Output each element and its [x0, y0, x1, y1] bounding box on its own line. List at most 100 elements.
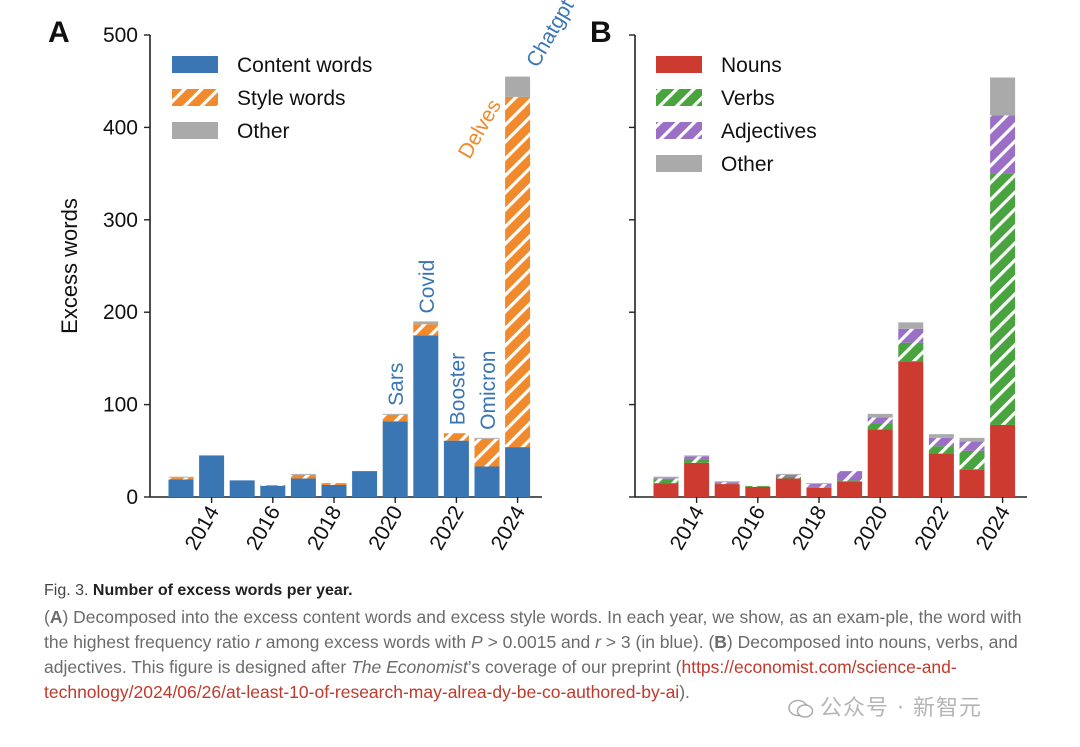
panel-b-bar-2015-nouns [714, 484, 740, 497]
panel-a-bar-2018-style-words [321, 483, 347, 485]
panel-b-x-tick-label: 2020 [849, 502, 892, 554]
panel-b-bar-2017-adjectives [775, 474, 801, 477]
panel-b-bar-2014-other [684, 455, 710, 457]
caption-paren: ( [44, 607, 50, 627]
panel-b-bar-2024-adjectives [990, 115, 1016, 174]
panel-b-bar-2017-verbs [775, 476, 801, 479]
caption-url-link[interactable]: https://economist.com/science-and-techno… [44, 657, 957, 702]
panel-b-legend-swatch-adjectives [656, 122, 702, 139]
panel-b-legend-label-verbs: Verbs [721, 87, 775, 110]
watermark-text: 公众号 · 新智元 [820, 696, 982, 721]
panel-a-x-tick-label: 2022 [425, 502, 468, 554]
panel-a-bar-2024-content-words [505, 447, 531, 497]
panel-b-bar-2018-other [806, 483, 832, 485]
wechat-icon [788, 699, 814, 718]
panel-b-bar-2022-verbs [928, 446, 954, 454]
caption-economist: The Economist [351, 657, 468, 677]
panel-b-bar-2021-nouns [898, 361, 924, 497]
panel-b-bar-2021-other [898, 322, 924, 329]
panel-a-x-tick-label: 2014 [181, 502, 224, 554]
panel-a-bar-2013-style-words [168, 477, 194, 480]
panel-b-bar-2016-verbs [745, 485, 771, 487]
panel-a-bar-2024-other [505, 76, 531, 97]
panel-b-bar-2021-adjectives [898, 328, 924, 343]
figure-canvas: A 0 100 200 300 400 500 Excess words 2014 2016 201… [48, 0, 1027, 554]
panel-a-bar-2019-content-words [352, 471, 378, 497]
panel-a-bar-2021-style-words [413, 324, 439, 336]
panel-a-bar-2017-other [290, 473, 316, 475]
panel-b-bar-2020-nouns [867, 429, 893, 497]
panel-b-bar-2024-other [990, 77, 1016, 116]
panel-b-bar-2020-adjectives [867, 417, 893, 424]
panel-a-y-tick-label: 500 [103, 24, 138, 47]
panel-a-legend-label-style-words: Style words [237, 87, 346, 110]
panel-b-bar-2023-verbs [959, 450, 985, 470]
panel-a-bar-2020-content-words [382, 421, 408, 497]
panel-a-bar-2013-content-words [168, 479, 194, 497]
panel-b-bar-2022-nouns [928, 453, 954, 497]
panel-b-bar-2013-other [653, 476, 679, 479]
panel-a-bar-2016-content-words [260, 485, 286, 497]
panel-a-bar-2013-other [168, 476, 194, 478]
panel-b-bar-2024-nouns [990, 424, 1016, 497]
panel-a-annotation-delves: Delves [454, 96, 506, 163]
panel-a-label: A [48, 16, 70, 49]
panel-a-annotation-sars: Sars [385, 363, 408, 406]
panel-a-bar-2023-style-words [474, 438, 500, 467]
caption-r-symbol: r [255, 632, 261, 652]
panel-a-x-tick-label: 2020 [364, 502, 407, 554]
panel-b-legend-label-other: Other [721, 153, 774, 176]
panel-b-legend-label-nouns: Nouns [721, 54, 782, 77]
panel-b-bar-2019-nouns [837, 481, 863, 497]
panel-a-y-tick-label: 300 [103, 209, 138, 232]
panel-a-legend-swatch-other [172, 122, 218, 139]
caption-text-a: ) Decomposed into the excess content wor… [44, 607, 1022, 652]
panel-b-bar-2023-other [959, 437, 985, 442]
caption-text-a2: among excess words with [260, 632, 472, 652]
caption-panel-a-ref: A [49, 607, 63, 627]
figure-number: Fig. 3. [44, 582, 89, 599]
caption-text-end: ). [679, 682, 690, 702]
watermark: 公众号 · 新智元 [788, 690, 982, 722]
panel-b-legend-swatch-nouns [656, 56, 702, 73]
panel-a-bar-2024-style-words [505, 96, 531, 448]
panel-b-bar-2022-adjectives [928, 437, 954, 447]
panel-b-bar-2013-verbs [653, 479, 679, 484]
panel-a-bar-2022-style-words [443, 433, 469, 441]
panel-a-bar-2014-content-words [199, 455, 225, 497]
panel-a-chart: A 0 100 200 300 400 500 Excess words 2014 2016 201… [48, 0, 579, 554]
panel-a-annotation-covid: Covid [416, 260, 439, 314]
panel-a-bar-2020-style-words [382, 414, 408, 422]
panel-a-bar-2023-content-words [474, 466, 500, 497]
panel-a-y-tick-label: 200 [103, 301, 138, 324]
panel-b-bar-2014-verbs [684, 459, 710, 463]
panel-b-x-tick-label: 2024 [972, 502, 1015, 554]
panel-b-bar-2018-verbs [806, 486, 832, 488]
panel-b-chart: B 2014 2016 2018 2020 2022 2024 Nouns Verbs Adjec… [590, 16, 1027, 554]
panel-a-y-tick-label: 100 [103, 394, 138, 417]
caption-panel-b-ref: B [714, 632, 727, 652]
caption-text-b2: ’s coverage of our preprint ( [467, 657, 682, 677]
panel-a-bar-2021-content-words [413, 335, 439, 497]
panel-b-bar-2017-other [775, 473, 801, 475]
panel-a-x-tick-label: 2016 [242, 502, 285, 554]
panel-b-bar-2021-verbs [898, 342, 924, 362]
panel-a-x-tick-label: 2018 [303, 502, 346, 554]
panel-a-annotation-booster: Booster [446, 353, 469, 425]
caption-p-symbol: P [471, 632, 483, 652]
panel-b-x-tick-label: 2016 [727, 502, 770, 554]
panel-b-bar-2015-verbs [714, 483, 740, 485]
panel-a-legend-label-other: Other [237, 120, 290, 143]
panel-a-x-tick-label: 2024 [487, 502, 530, 554]
panel-b-bar-2019-adjectives [837, 471, 863, 481]
panel-a-annotation-omicron: Omicron [477, 351, 500, 430]
panel-b-bar-2020-other [867, 413, 893, 418]
panel-a-bar-2017-content-words [290, 478, 316, 497]
panel-a-legend-swatch-style-words [172, 89, 218, 106]
panel-b-bar-2014-nouns [684, 462, 710, 497]
panel-b-bar-2013-adjectives [653, 478, 679, 480]
panel-a-bar-2020-other [382, 413, 408, 415]
caption-title-line: Fig. 3. Number of excess words per year. [44, 582, 1044, 600]
figure-title: Number of excess words per year. [92, 582, 353, 599]
panel-a-y-tick-label: 0 [126, 486, 138, 509]
